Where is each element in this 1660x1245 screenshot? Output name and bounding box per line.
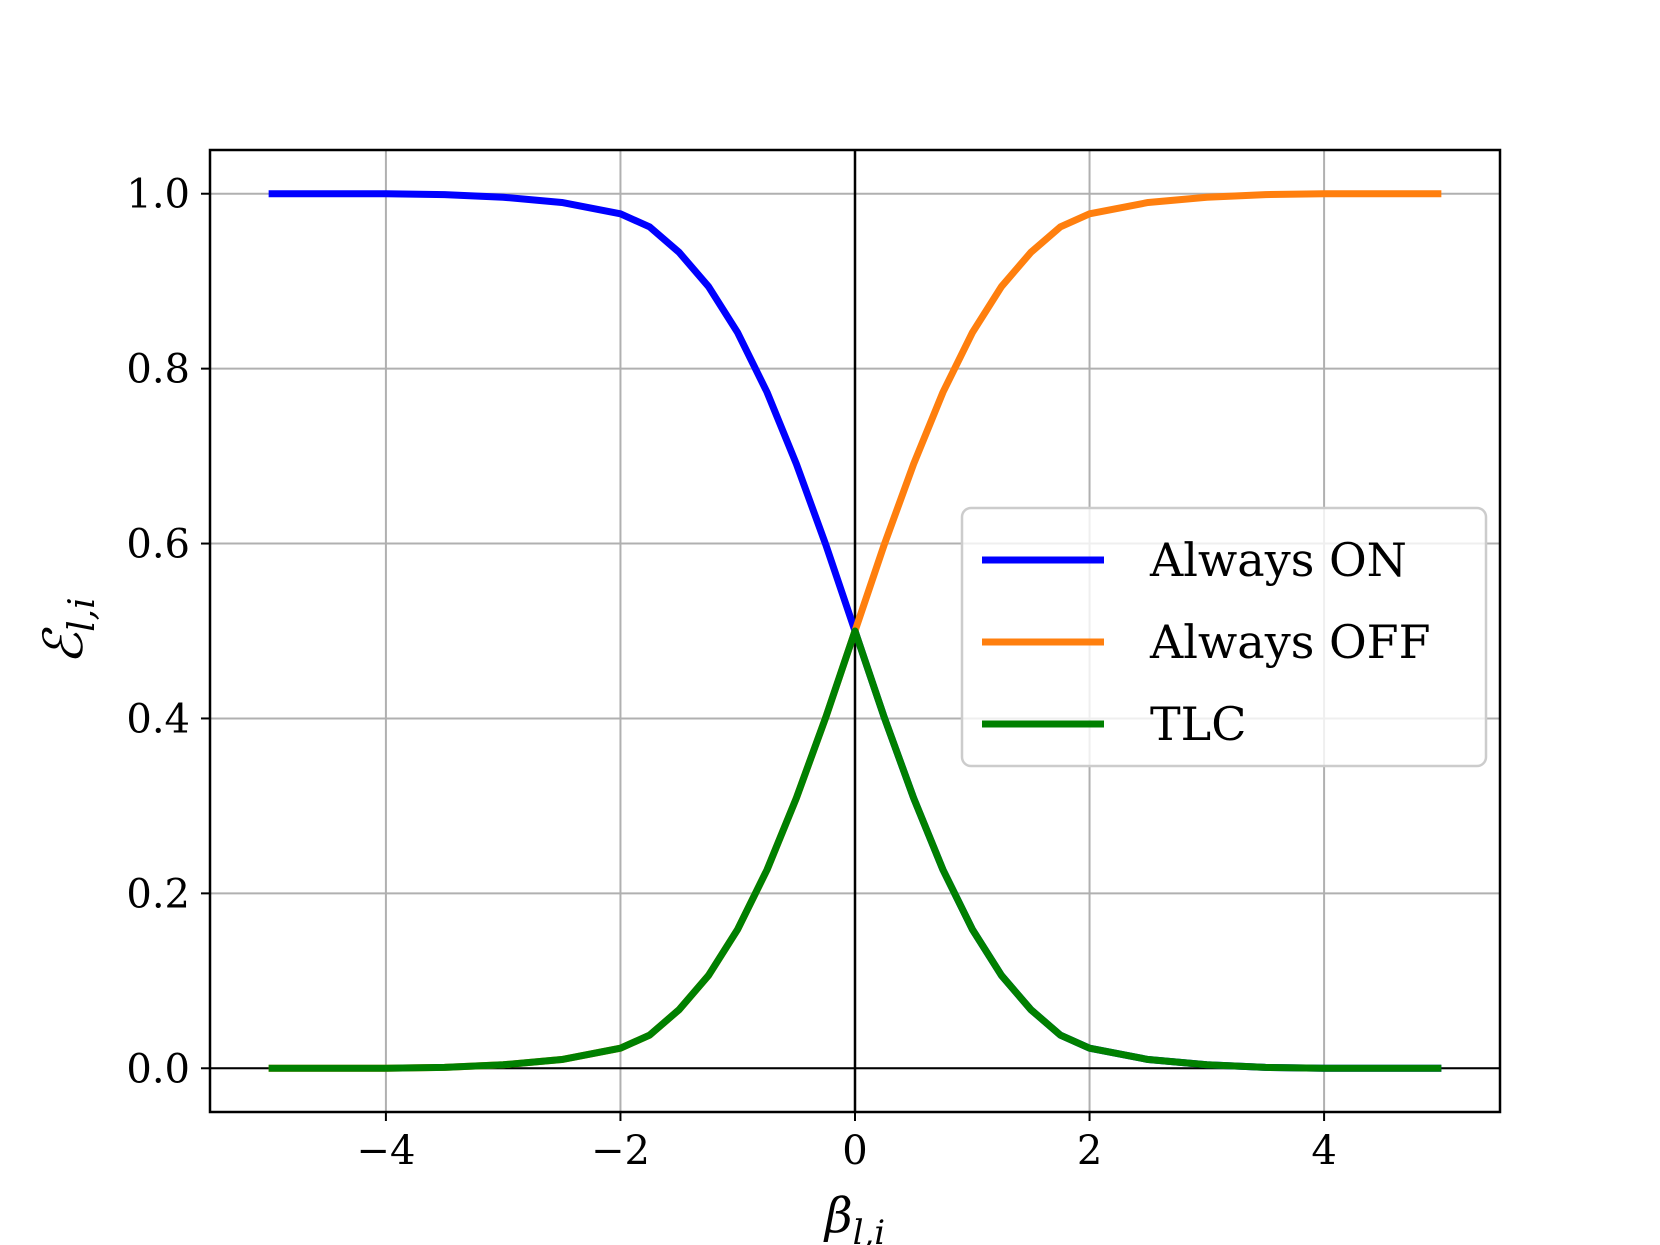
axis-ticks: −4 −2 0 2 4 0.0 0.2 0.4 0.6 0.8 1.0 bbox=[126, 172, 1336, 1174]
y-axis-label-main: ℰ bbox=[32, 627, 95, 665]
series-lines bbox=[268, 190, 1442, 1072]
x-tick-label: −2 bbox=[591, 1128, 650, 1174]
y-tick-label: 0.4 bbox=[126, 696, 190, 742]
y-tick-label: 0.0 bbox=[126, 1046, 190, 1092]
y-tick-label: 0.2 bbox=[126, 871, 190, 917]
series-line-3 bbox=[268, 627, 1442, 1072]
y-tick-label: 0.6 bbox=[126, 522, 190, 568]
y-tick-label: 0.8 bbox=[126, 347, 190, 393]
x-axis-label-main: β bbox=[823, 1188, 853, 1244]
y-axis-label-sub: l,i bbox=[62, 597, 103, 631]
x-tick-label: −4 bbox=[356, 1128, 415, 1174]
legend-label-1: Always ON bbox=[1149, 533, 1407, 587]
x-tick-label: 2 bbox=[1077, 1128, 1102, 1174]
legend: Always ON Always OFF TLC bbox=[960, 506, 1488, 768]
x-tick-label: 0 bbox=[842, 1128, 867, 1174]
y-tick-label: 1.0 bbox=[126, 172, 190, 218]
x-axis-label-sub: l,i bbox=[853, 1213, 886, 1245]
legend-label-2: Always OFF bbox=[1149, 615, 1431, 669]
legend-label-3: TLC bbox=[1150, 697, 1246, 751]
x-axis-label: βl,i bbox=[823, 1188, 885, 1245]
legend-frame bbox=[960, 506, 1488, 768]
y-axis-label: ℰl,i bbox=[32, 597, 103, 664]
x-tick-label: 4 bbox=[1311, 1128, 1336, 1174]
